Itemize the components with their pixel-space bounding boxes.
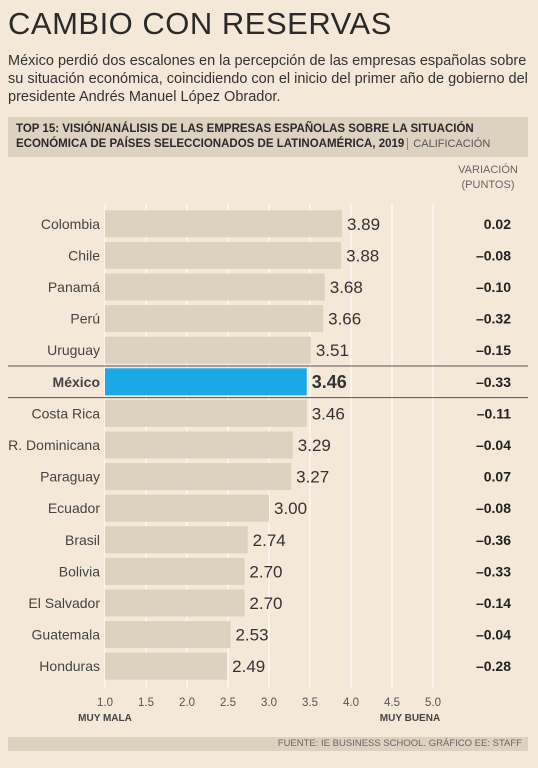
x-tick-label: 2.5 (220, 697, 236, 709)
chart-subtitle: México perdió dos escalones en la percep… (8, 53, 528, 105)
value-label: 3.46 (312, 404, 345, 423)
variation-value: –0.08 (476, 500, 511, 516)
variation-value: –0.32 (476, 311, 511, 327)
value-label: 2.74 (253, 531, 286, 550)
category-label: Uruguay (47, 342, 100, 358)
value-label: 2.53 (235, 626, 268, 645)
value-label: 3.66 (328, 310, 361, 329)
value-label: 3.68 (330, 278, 363, 297)
variation-header-line1: VARIACIÓN (458, 164, 518, 176)
bar (105, 463, 292, 491)
category-label: Ecuador (48, 500, 100, 516)
variation-header-line2: (PUNTOS) (461, 179, 515, 191)
variation-value: –0.28 (476, 658, 511, 674)
value-label: 3.29 (298, 436, 331, 455)
header-title-line2: ECONÓMICA DE PAÍSES SELECCIONADOS DE LAT… (16, 137, 520, 152)
category-label: R. Dominicana (8, 437, 100, 453)
category-label: Perú (70, 311, 100, 327)
value-label: 3.89 (347, 215, 380, 234)
variation-value: 0.07 (484, 469, 511, 485)
value-label: 3.46 (312, 372, 347, 392)
bar (105, 621, 231, 649)
x-tick-label: 3.5 (302, 697, 318, 709)
bar (105, 336, 311, 364)
category-label: Brasil (65, 532, 100, 548)
chart-title: CAMBIO CON RESERVAS (8, 6, 392, 41)
bar (105, 273, 325, 301)
variation-value: –0.15 (476, 342, 511, 358)
x-tick-label: 1.5 (138, 697, 154, 709)
bar (105, 399, 307, 427)
bar (105, 210, 342, 238)
category-label: Colombia (41, 216, 100, 232)
header-title-line1: TOP 15: VISIÓN/ANÁLISIS DE LAS EMPRESAS … (16, 123, 474, 135)
x-tick-label: 4.5 (384, 697, 400, 709)
bar (105, 368, 307, 396)
variation-value: –0.10 (476, 279, 511, 295)
variation-value: –0.36 (476, 532, 511, 548)
bar (105, 494, 269, 522)
category-label: Costa Rica (32, 405, 101, 421)
category-label: Honduras (39, 658, 100, 674)
variation-value: 0.02 (484, 216, 511, 232)
value-label: 3.00 (274, 499, 307, 518)
bar (105, 241, 342, 269)
variation-value: –0.08 (476, 247, 511, 263)
category-label: Panamá (48, 279, 100, 295)
variation-value: –0.11 (477, 405, 511, 421)
variation-value: –0.04 (476, 437, 511, 453)
value-label: 2.70 (249, 562, 282, 581)
chart-header-bar: TOP 15: VISIÓN/ANÁLISIS DE LAS EMPRESAS … (8, 117, 528, 157)
value-label: 3.27 (296, 468, 329, 487)
x-tick-label: 5.0 (425, 697, 441, 709)
category-label: Paraguay (40, 469, 100, 485)
variation-header: VARIACIÓN (PUNTOS) (452, 163, 524, 193)
value-label: 2.70 (249, 594, 282, 613)
x-tick-label: 4.0 (343, 697, 359, 709)
x-tick-label: 3.0 (261, 697, 277, 709)
category-label: El Salvador (28, 595, 100, 611)
header-title-line2-text: ECONÓMICA DE PAÍSES SELECCIONADOS DE LAT… (16, 138, 405, 150)
bar (105, 526, 248, 554)
variation-value: –0.14 (476, 595, 511, 611)
bar (105, 589, 245, 617)
category-label: Chile (68, 247, 100, 263)
bar (105, 652, 228, 680)
x-axis-left-label: MUY MALA (78, 713, 132, 724)
bar (105, 557, 245, 585)
category-label: Bolivia (59, 563, 100, 579)
value-label: 2.49 (232, 657, 265, 676)
variation-value: –0.33 (476, 374, 511, 390)
source-footer: FUENTE: IE BUSINESS SCHOOL. GRÁFICO EE: … (8, 737, 528, 751)
header-unit: CALIFICACIÓN (407, 138, 491, 150)
variation-value: –0.33 (476, 563, 511, 579)
category-label: México (53, 374, 100, 390)
x-tick-label: 1.0 (97, 697, 113, 709)
x-axis-right-label: MUY BUENA (380, 713, 440, 724)
bar (105, 305, 324, 333)
value-label: 3.88 (346, 246, 379, 265)
category-label: Guatemala (32, 627, 101, 643)
value-label: 3.51 (316, 341, 349, 360)
bar (105, 431, 293, 459)
variation-value: –0.04 (476, 627, 511, 643)
x-tick-label: 2.0 (179, 697, 195, 709)
